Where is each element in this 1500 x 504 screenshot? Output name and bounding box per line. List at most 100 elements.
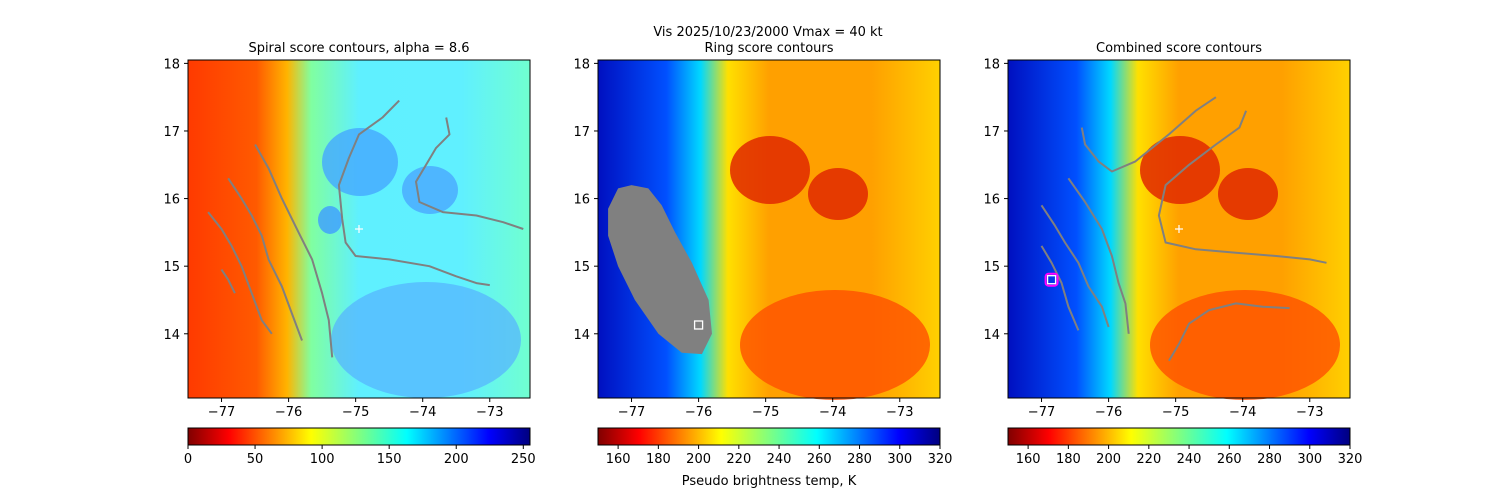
- x-tick-label: −74: [1229, 405, 1256, 420]
- combined-score-panel: Combined score contours −77 −76 −75 −74 −73 …: [983, 41, 1351, 420]
- colorbar-2-fill: [597, 427, 941, 446]
- panel-1-contours: [207, 99, 524, 358]
- x-tick-label: −73: [886, 405, 913, 420]
- combined-colorbar: 160 180 200 220 240 260 280 300 320: [1007, 427, 1363, 467]
- colorbar-tick-label: 300: [887, 452, 912, 467]
- panel-3-frame: [1007, 59, 1351, 399]
- colorbar-tick-label: 320: [928, 452, 953, 467]
- colorbar-tick-label: 100: [310, 452, 335, 467]
- y-tick-label: 15: [573, 260, 590, 275]
- x-tick-label: −77: [618, 405, 645, 420]
- y-tick-label: 14: [163, 328, 180, 343]
- colorbar-tick-label: 180: [1056, 452, 1081, 467]
- best-fix-square-marker: [693, 320, 704, 330]
- colorbar-1-ticks: 0 50 100 150 200 250: [184, 445, 536, 467]
- colorbar-1-fill: [187, 427, 531, 446]
- score-contour-line: [220, 269, 236, 294]
- panel-1-markers: [355, 225, 363, 233]
- colorbar-tick-label: 180: [646, 452, 671, 467]
- colorbar-tick-label: 50: [247, 452, 264, 467]
- colorbar-tick-label: 200: [1096, 452, 1121, 467]
- panel-1-title: Spiral score contours, alpha = 8.6: [248, 41, 469, 56]
- y-tick-label: 14: [573, 328, 590, 343]
- colorbar-tick-label: 260: [1217, 452, 1242, 467]
- y-tick-label: 18: [163, 57, 180, 72]
- colorbar-tick-label: 160: [1016, 452, 1041, 467]
- y-tick-label: 18: [983, 57, 1000, 72]
- center-plus-marker: [355, 225, 363, 233]
- panel-2-cloud-cell: [740, 290, 930, 400]
- y-tick-label: 15: [983, 260, 1000, 275]
- panel-3-y-ticks: 14 15 16 17 18: [983, 57, 1008, 343]
- colorbar-3-fill: [1007, 427, 1351, 446]
- panel-3-markers: [1044, 225, 1183, 287]
- panel-3-x-ticks: −77 −76 −75 −74 −73: [1028, 398, 1323, 420]
- x-tick-label: −77: [1028, 405, 1055, 420]
- ring-score-mask: [608, 185, 712, 355]
- y-tick-label: 15: [163, 260, 180, 275]
- score-contour-line: [1040, 204, 1110, 328]
- score-contour-line: [207, 211, 273, 335]
- score-contour-line: [337, 99, 490, 287]
- colorbar-3-ticks: 160 180 200 220 240 260 280 300 320: [1016, 445, 1363, 467]
- panel-1-frame: [187, 59, 531, 399]
- x-tick-label: −74: [819, 405, 846, 420]
- best-fix-square-marker: [1044, 272, 1059, 287]
- colorbar-label: Pseudo brightness temp, K: [682, 474, 857, 489]
- x-tick-label: −75: [342, 405, 369, 420]
- panel-2-markers: [693, 320, 704, 330]
- y-tick-label: 16: [983, 193, 1000, 208]
- x-tick-label: −76: [1095, 405, 1122, 420]
- x-tick-label: −76: [685, 405, 712, 420]
- suptitle: Vis 2025/10/23/2000 Vmax = 40 kt: [653, 25, 882, 40]
- panel-3-title: Combined score contours: [1096, 41, 1262, 56]
- score-contour-line: [415, 117, 524, 230]
- y-tick-label: 17: [163, 125, 180, 140]
- colorbar-tick-label: 320: [1338, 452, 1363, 467]
- colorbar-tick-label: 150: [377, 452, 402, 467]
- panel-2-title: Ring score contours: [704, 41, 833, 56]
- panel-1-cloud-cell: [331, 282, 521, 398]
- panel-2-x-ticks: −77 −76 −75 −74 −73: [618, 398, 913, 420]
- colorbar-tick-label: 200: [444, 452, 469, 467]
- score-contour-line: [1157, 110, 1327, 264]
- panel-1-y-ticks: 14 15 16 17 18: [163, 57, 188, 343]
- y-tick-label: 17: [983, 125, 1000, 140]
- y-tick-label: 17: [573, 125, 590, 140]
- x-tick-label: −73: [476, 405, 503, 420]
- colorbar-tick-label: 0: [184, 452, 192, 467]
- colorbar-tick-label: 260: [807, 452, 832, 467]
- ring-score-panel: Ring score contours −77 −76 −75 −74 −73 14 15…: [573, 41, 941, 420]
- panel-2-y-ticks: 14 15 16 17 18: [573, 57, 598, 343]
- colorbar-tick-label: 250: [511, 452, 536, 467]
- x-tick-label: −74: [409, 405, 436, 420]
- panel-2-frame: [597, 59, 941, 399]
- panel-2-cloud-cell: [808, 168, 868, 220]
- colorbar-tick-label: 240: [1177, 452, 1202, 467]
- y-tick-label: 16: [163, 193, 180, 208]
- panel-1-x-ticks: −77 −76 −75 −74 −73: [208, 398, 503, 420]
- colorbar-tick-label: 240: [767, 452, 792, 467]
- x-tick-label: −77: [208, 405, 235, 420]
- colorbar-tick-label: 300: [1297, 452, 1322, 467]
- panel-3-cloud-cell: [1140, 136, 1220, 204]
- panel-2-cloud-cell: [730, 136, 810, 204]
- y-tick-label: 14: [983, 328, 1000, 343]
- x-tick-label: −73: [1296, 405, 1323, 420]
- colorbar-2-ticks: 160 180 200 220 240 260 280 300 320: [606, 445, 953, 467]
- spiral-colorbar: 0 50 100 150 200 250: [184, 427, 536, 467]
- score-contour-line: [1168, 302, 1290, 362]
- panel-1-cloud-cell: [318, 206, 342, 234]
- colorbar-tick-label: 220: [726, 452, 751, 467]
- colorbar-tick-label: 200: [686, 452, 711, 467]
- score-contour-line: [227, 177, 303, 341]
- colorbar-tick-label: 220: [1136, 452, 1161, 467]
- y-tick-label: 16: [573, 193, 590, 208]
- colorbar-tick-label: 160: [606, 452, 631, 467]
- spiral-score-panel: Spiral score contours, alpha = 8.6 −77 −7…: [163, 41, 531, 420]
- panel-3-cloud-cell: [1218, 168, 1278, 220]
- score-contour-line: [1080, 96, 1217, 173]
- center-plus-marker: [1175, 225, 1183, 233]
- colorbar-tick-label: 280: [847, 452, 872, 467]
